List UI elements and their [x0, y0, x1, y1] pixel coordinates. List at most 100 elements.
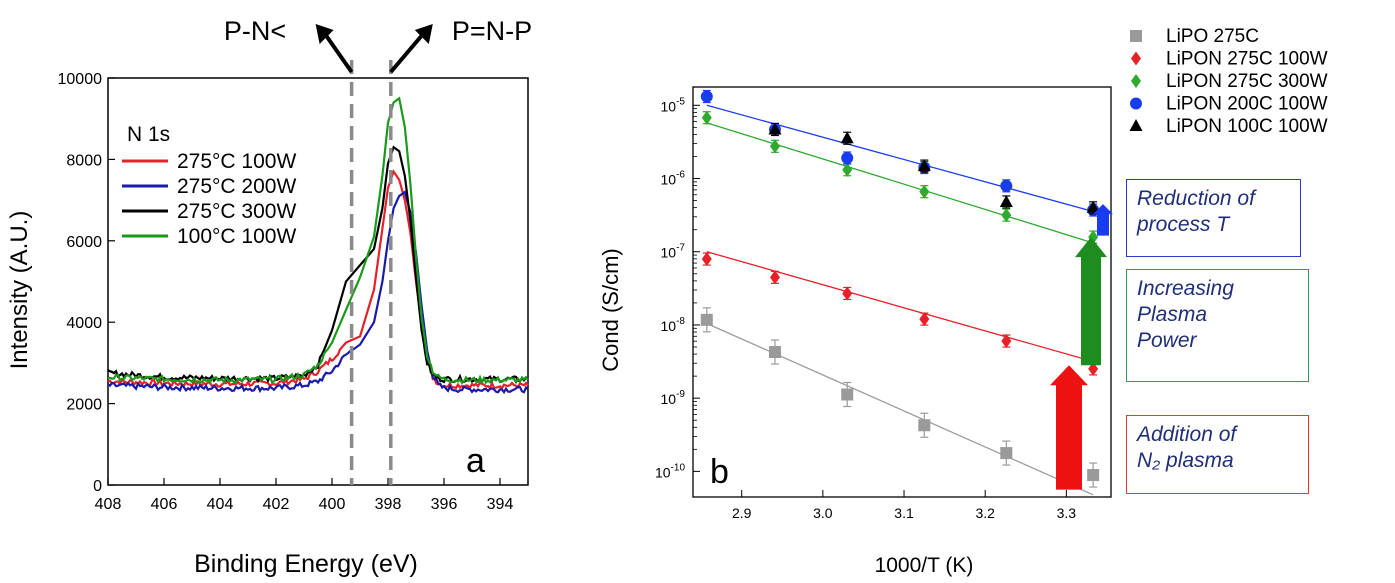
y-tick-label: 4000 — [66, 315, 102, 332]
y-tick-exponent: -10 — [671, 462, 686, 473]
y-tick-base: 10 — [661, 98, 677, 114]
plot-frame — [692, 86, 1112, 498]
x-tick-label: 406 — [151, 496, 178, 513]
y-tick-exponent: -6 — [676, 170, 685, 181]
annotation-arrow-head — [315, 24, 334, 44]
annotation-arrow-shaft — [321, 30, 354, 74]
callout-line: Addition of — [1137, 423, 1237, 446]
data-point-1 — [919, 312, 930, 327]
legend-marker — [1129, 119, 1143, 131]
y-tick-label: 10-7 — [661, 243, 686, 261]
y-tick-exponent: -9 — [676, 389, 685, 400]
x-tick-label: 3.1 — [894, 505, 914, 521]
trend-arrow-0 — [1050, 365, 1088, 490]
callout-line: Power — [1137, 329, 1197, 352]
data-point-1 — [769, 270, 780, 285]
callout-line: N₂ plasma — [1137, 449, 1234, 472]
y-tick-base: 10 — [661, 245, 677, 261]
panel-b-conductivity-chart: 2.9 3.0 3.1 3.2 3.310-510-610-710-810-910-10 — [655, 86, 1113, 521]
data-point-4 — [917, 159, 931, 172]
annotation-label: P=N-P — [452, 16, 532, 46]
x-tick-label: 404 — [207, 496, 234, 513]
fit-line-3 — [706, 104, 1094, 213]
series-line-0 — [107, 169, 529, 391]
data-point-2 — [701, 110, 712, 125]
legend-marker — [1131, 74, 1141, 88]
y-tick-base: 10 — [655, 464, 671, 480]
x-tick-label: 396 — [431, 496, 458, 513]
callout-line: Reduction of — [1137, 187, 1255, 210]
callout-line: Increasing — [1137, 277, 1234, 300]
y-tick-label: 10-8 — [661, 316, 686, 334]
legend-label: 100°C 100W — [177, 225, 296, 248]
x-tick-label: 408 — [95, 496, 122, 513]
y-tick-exponent: -7 — [676, 243, 685, 254]
panel-b-letter: b — [710, 453, 729, 491]
legend-label: LiPON 275C 100W — [1166, 49, 1328, 70]
data-point-2 — [842, 162, 853, 177]
annotation-arrow-head — [414, 24, 433, 44]
callout-addition-of-n2-plasma: Addition of N₂ plasma — [1126, 415, 1309, 494]
series-line-1 — [107, 190, 529, 395]
data-point-1 — [842, 286, 853, 301]
y-tick-label: 10-6 — [661, 170, 686, 188]
y-tick-label: 10-9 — [661, 389, 686, 407]
data-point-2 — [919, 184, 930, 199]
data-point-1 — [1088, 361, 1099, 376]
x-tick-label: 3.2 — [975, 505, 995, 521]
panel-a-letter: a — [466, 442, 485, 480]
plot-frame — [107, 77, 529, 486]
data-point-0 — [768, 346, 781, 359]
panel-b-x-axis-label: 1000/T (K) — [875, 554, 974, 577]
fit-line-2 — [706, 122, 1094, 244]
fit-line-0 — [706, 322, 1094, 496]
series-line-3 — [107, 96, 529, 386]
y-tick-label: 10-5 — [661, 96, 686, 114]
legend-marker — [1131, 51, 1141, 66]
panel-a-inner-label: N 1s — [127, 123, 170, 146]
annotation-label: P-N< — [224, 16, 286, 46]
data-point-1 — [701, 252, 712, 267]
panel-a-xps-chart: 408 406 404 402 400 398 396 394 0 2000 4000 6000 800… — [58, 16, 533, 513]
y-tick-label: 10-10 — [655, 462, 685, 480]
data-point-0 — [1087, 469, 1100, 482]
data-point-0 — [918, 419, 931, 432]
data-point-1 — [1001, 334, 1012, 349]
panel-a-x-axis-label: Binding Energy (eV) — [194, 550, 418, 578]
trend-arrow-1 — [1075, 237, 1107, 366]
data-point-4 — [999, 194, 1013, 207]
data-point-4 — [1086, 200, 1100, 213]
legend-label: 275°C 200W — [177, 175, 296, 198]
legend-marker — [1130, 97, 1142, 110]
legend-label: LiPON 275C 300W — [1166, 71, 1328, 92]
y-tick-label: 0 — [93, 478, 102, 495]
y-tick-label: 8000 — [66, 152, 102, 169]
legend-label: LiPO 275C — [1166, 26, 1259, 47]
data-point-2 — [769, 139, 780, 154]
y-tick-label: 6000 — [66, 234, 102, 251]
callout-line: Plasma — [1137, 303, 1208, 326]
y-tick-label: 10000 — [58, 71, 103, 88]
annotation-arrow-shaft — [389, 30, 427, 74]
panel-a-y-axis-label: Intensity (A.U.) — [6, 211, 33, 370]
trend-arrow-2 — [1093, 204, 1113, 236]
x-tick-label: 2.9 — [732, 505, 752, 521]
legend-label: LiPON 100C 100W — [1166, 116, 1328, 137]
data-point-3 — [1000, 179, 1013, 192]
y-tick-label: 2000 — [66, 397, 102, 414]
series-line-2 — [107, 145, 529, 384]
x-tick-label: 402 — [263, 496, 290, 513]
callout-line: process T — [1137, 213, 1230, 236]
panel-b-y-axis-label: Cond (S/cm) — [598, 248, 623, 371]
x-tick-label: 3.3 — [1057, 505, 1077, 521]
x-tick-label: 394 — [487, 496, 514, 513]
y-tick-base: 10 — [661, 318, 677, 334]
data-point-3 — [700, 90, 713, 103]
x-tick-label: 3.0 — [813, 505, 833, 521]
data-point-0 — [841, 388, 854, 401]
fit-line-1 — [706, 251, 1094, 363]
callout-increasing-plasma-power: Increasing Plasma Power — [1126, 269, 1309, 382]
data-point-4 — [840, 131, 854, 144]
legend-marker — [1130, 30, 1142, 42]
